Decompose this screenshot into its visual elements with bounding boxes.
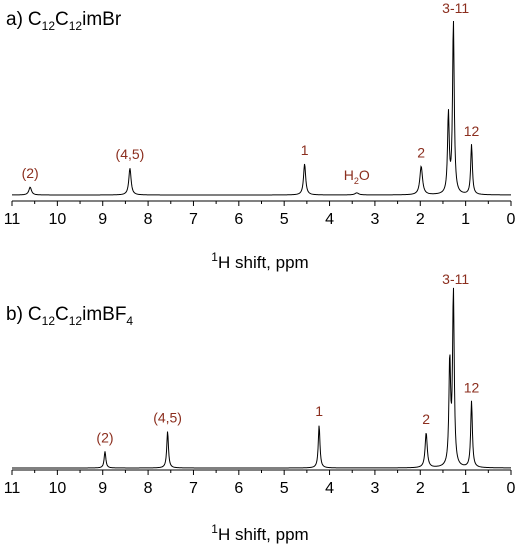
peak-label: (4,5) [116, 146, 145, 162]
panel-a-title: a) C12C12imBr [6, 9, 122, 33]
peak-label: 2 [417, 144, 425, 160]
x-tick-label: 7 [189, 480, 198, 497]
x-tick-label: 6 [234, 211, 243, 228]
x-tick-label: 0 [507, 480, 516, 497]
peak-labels-a: (2) (4,5) 1 H2O 2 3-11 12 [22, 0, 480, 186]
panel-a-letter: a) [6, 9, 23, 30]
x-tick-label: 8 [144, 211, 153, 228]
x-tick-label: 1 [461, 480, 470, 497]
spectrum-line-b [12, 287, 511, 469]
x-tick-label: 9 [98, 211, 107, 228]
peak-label: (4,5) [153, 409, 182, 425]
x-tick-label: 1 [461, 211, 470, 228]
x-tick-label: 11 [4, 211, 21, 228]
x-ticks-b: 11 10 9 8 7 6 5 4 3 2 1 0 [4, 470, 516, 497]
x-tick-label: 2 [416, 211, 425, 228]
x-tick-label: 6 [234, 480, 243, 497]
peak-label: (2) [22, 165, 39, 181]
x-ticks-a: 11 10 9 8 7 6 5 4 3 2 1 0 [4, 201, 516, 228]
peak-label: 2 [422, 411, 430, 427]
x-tick-label: 3 [370, 211, 379, 228]
x-axis-label-a: 1H shift, ppm [211, 250, 308, 272]
peak-label: 3-11 [442, 271, 469, 287]
spectrum-line-a [12, 20, 511, 196]
peak-label: 1 [315, 403, 323, 419]
panel-b-letter: b) [6, 304, 23, 325]
x-tick-label: 10 [48, 211, 66, 228]
x-tick-label: 5 [280, 480, 289, 497]
x-tick-label: 4 [325, 211, 334, 228]
x-tick-label: 0 [507, 211, 516, 228]
x-axis-label-b: 1H shift, ppm [211, 522, 308, 544]
peak-label: 12 [464, 380, 480, 396]
peak-label: 3-11 [442, 0, 469, 16]
x-tick-label: 10 [48, 480, 66, 497]
x-tick-label: 7 [189, 211, 198, 228]
x-tick-label: 2 [416, 480, 425, 497]
x-tick-label: 8 [144, 480, 153, 497]
x-tick-label: 9 [98, 480, 107, 497]
peak-label: 12 [464, 123, 480, 139]
peak-label: 1 [301, 142, 309, 158]
x-tick-label: 3 [370, 480, 379, 497]
x-tick-label: 5 [280, 211, 289, 228]
x-tick-label: 4 [325, 480, 334, 497]
peak-label: H2O [344, 167, 370, 186]
peak-label: (2) [96, 429, 113, 445]
x-tick-label: 11 [4, 480, 21, 497]
panel-b-title: b) C12C12imBF4 [6, 304, 133, 328]
